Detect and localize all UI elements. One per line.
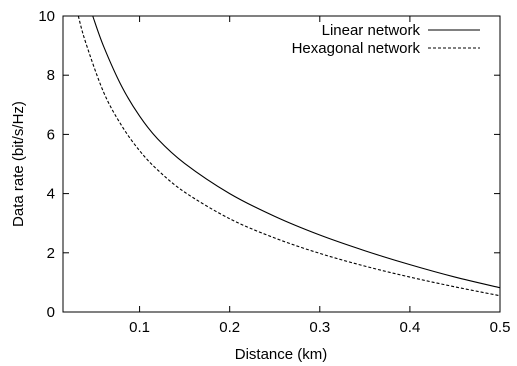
legend-label-hexagonal-network: Hexagonal network [292,40,421,57]
y-tick-label: 0 [47,304,55,321]
x-tick-label: 0.1 [129,319,150,336]
y-tick-label: 2 [47,245,55,262]
x-tick-label: 0.3 [309,319,330,336]
series-line-hexagonal-network [77,15,501,297]
series-layer [77,15,501,297]
x-axis-title: Distance (km) [235,346,328,363]
y-tick-label: 10 [38,8,55,25]
x-tick-label: 0.2 [219,319,240,336]
x-axis-ticks: 0.1 0.2 0.3 0.4 0.5 [129,16,510,336]
legend-label-linear-network: Linear network [322,22,421,39]
y-tick-label: 6 [47,126,55,143]
y-tick-label: 8 [47,67,55,84]
plot-frame [62,15,501,313]
y-tick-label: 4 [47,186,55,203]
x-tick-label: 0.5 [490,319,511,336]
y-axis-title: Data rate (bit/s/Hz) [10,101,27,227]
series-line-linear-network [92,15,501,289]
y-axis-ticks: 0 2 4 6 8 10 [38,8,500,321]
x-tick-label: 0.4 [399,319,420,336]
